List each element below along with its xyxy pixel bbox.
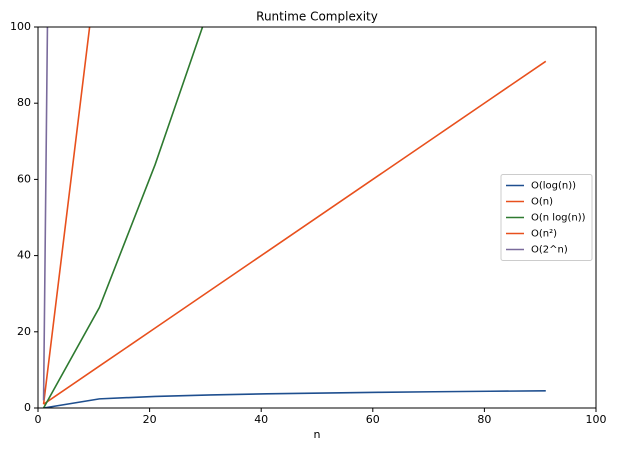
y-tick-label: 0 — [24, 401, 31, 414]
legend-label: O(log(n)) — [531, 181, 576, 192]
x-tick-label: 40 — [254, 413, 268, 426]
legend-label: O(n²) — [531, 229, 557, 240]
x-tick-label: 20 — [143, 413, 157, 426]
series-line — [43, 60, 547, 405]
legend-label: O(2^n) — [531, 245, 568, 256]
y-tick-label: 20 — [17, 325, 31, 338]
series-line — [42, 27, 204, 408]
x-tick-label: 60 — [366, 413, 380, 426]
y-tick-label: 60 — [17, 172, 31, 185]
legend-label: O(n) — [531, 197, 553, 208]
x-axis-label: n — [314, 428, 321, 441]
legend-label: O(n log(n)) — [531, 213, 586, 224]
series-line — [43, 390, 546, 408]
axes-frame — [37, 26, 597, 409]
chart-title: Runtime Complexity — [256, 10, 378, 24]
plot-area — [42, 27, 547, 408]
legend-box — [500, 174, 593, 261]
y-tick-label: 80 — [17, 96, 31, 109]
x-tick-label: 80 — [477, 413, 491, 426]
x-tick-label: 100 — [586, 413, 607, 426]
y-tick-label: 40 — [17, 249, 31, 262]
x-tick-label: 0 — [35, 413, 42, 426]
y-tick-label: 100 — [10, 20, 31, 33]
